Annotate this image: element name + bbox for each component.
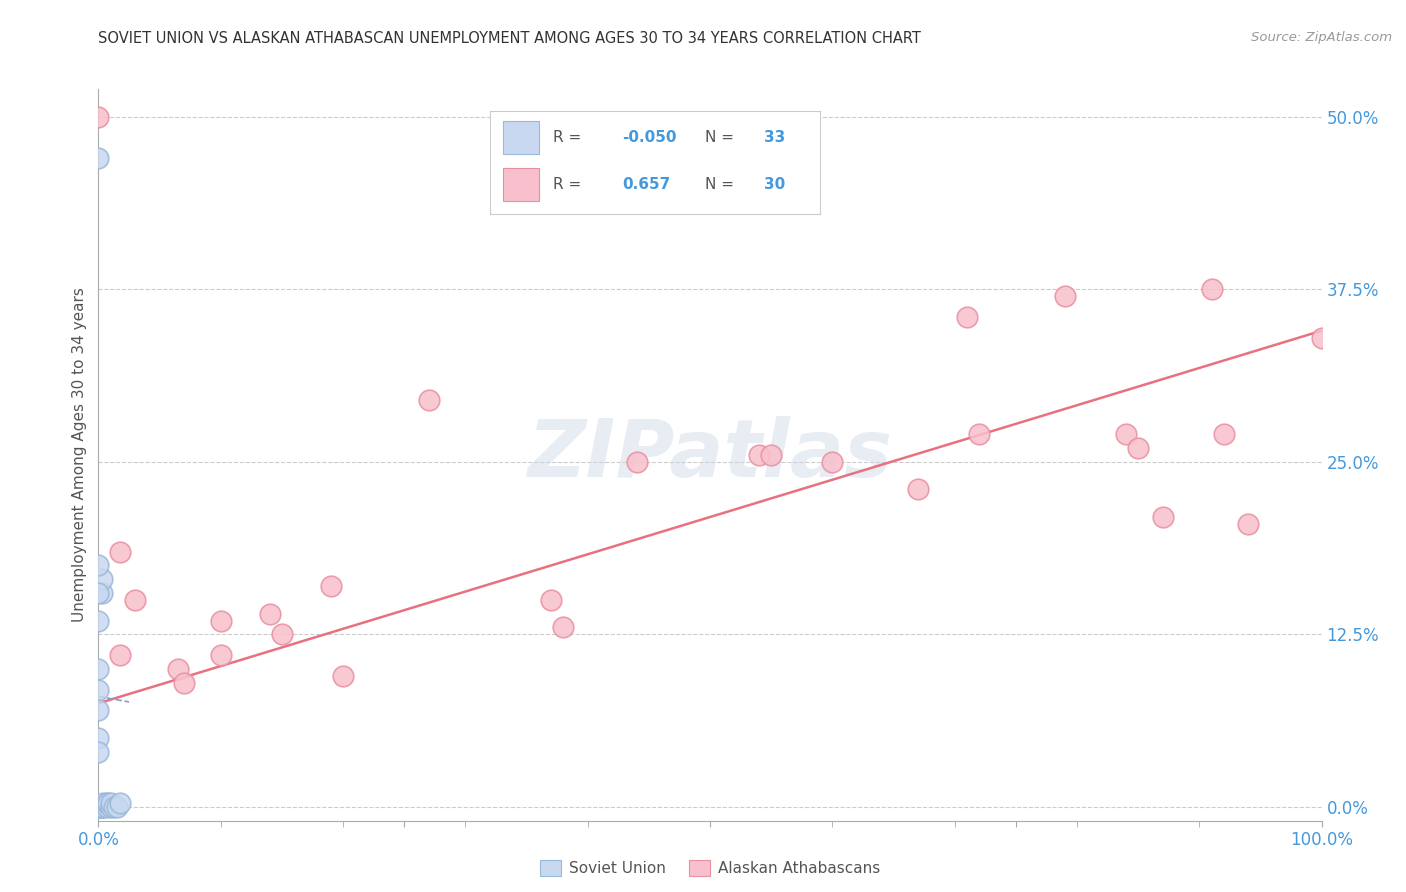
Point <box>956 310 979 324</box>
Point <box>91 572 114 586</box>
Point <box>87 745 110 759</box>
Point <box>259 607 281 621</box>
Point <box>87 800 110 814</box>
Point <box>167 662 190 676</box>
Point <box>87 800 110 814</box>
Point <box>1212 427 1234 442</box>
Point <box>105 800 128 814</box>
Point <box>110 544 132 558</box>
Point <box>91 586 114 600</box>
Point <box>1128 441 1150 455</box>
Point <box>332 669 354 683</box>
Point <box>173 675 195 690</box>
Point <box>87 662 110 676</box>
Point <box>540 592 562 607</box>
Point <box>87 110 110 124</box>
Point <box>821 455 844 469</box>
Point <box>418 392 440 407</box>
Point <box>87 800 110 814</box>
Y-axis label: Unemployment Among Ages 30 to 34 years: Unemployment Among Ages 30 to 34 years <box>72 287 87 623</box>
Point <box>110 648 132 662</box>
Point <box>91 800 114 814</box>
Point <box>100 800 122 814</box>
Point <box>209 614 232 628</box>
Point <box>553 620 575 634</box>
Point <box>748 448 770 462</box>
Point <box>87 800 110 814</box>
Point <box>1237 516 1260 531</box>
Point <box>87 800 110 814</box>
Point <box>87 151 110 165</box>
Point <box>97 796 120 810</box>
Point <box>1115 427 1137 442</box>
Point <box>87 731 110 745</box>
Text: ZIPatlas: ZIPatlas <box>527 416 893 494</box>
Point <box>626 455 648 469</box>
Point <box>907 483 929 497</box>
Point <box>87 614 110 628</box>
Point <box>91 796 114 810</box>
Point <box>87 800 110 814</box>
Legend: Soviet Union, Alaskan Athabascans: Soviet Union, Alaskan Athabascans <box>534 855 886 882</box>
Point <box>87 800 110 814</box>
Point <box>103 800 125 814</box>
Text: SOVIET UNION VS ALASKAN ATHABASCAN UNEMPLOYMENT AMONG AGES 30 TO 34 YEARS CORREL: SOVIET UNION VS ALASKAN ATHABASCAN UNEMP… <box>98 31 921 46</box>
Point <box>124 592 146 607</box>
Point <box>87 800 110 814</box>
Point <box>87 682 110 697</box>
Point <box>87 800 110 814</box>
Point <box>209 648 232 662</box>
Point <box>761 448 783 462</box>
Text: Source: ZipAtlas.com: Source: ZipAtlas.com <box>1251 31 1392 45</box>
Point <box>87 703 110 717</box>
Point <box>96 796 118 810</box>
Point <box>1201 282 1223 296</box>
Point <box>1152 510 1174 524</box>
Point <box>91 800 114 814</box>
Point <box>270 627 294 641</box>
Point <box>319 579 342 593</box>
Point <box>110 796 132 810</box>
Point <box>91 800 114 814</box>
Point <box>87 800 110 814</box>
Point <box>1053 289 1076 303</box>
Point <box>96 800 118 814</box>
Point <box>967 427 990 442</box>
Point <box>100 796 122 810</box>
Point <box>87 586 110 600</box>
Point <box>87 558 110 573</box>
Point <box>1310 330 1333 344</box>
